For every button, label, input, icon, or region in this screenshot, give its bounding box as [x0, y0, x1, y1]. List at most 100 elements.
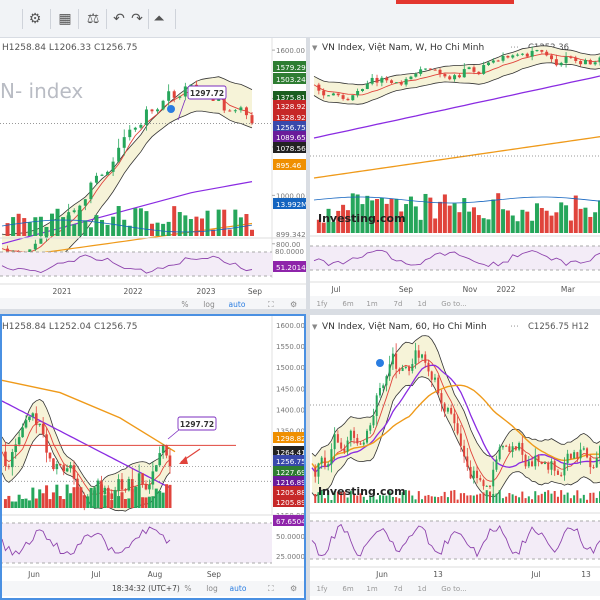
price-candle — [395, 353, 398, 369]
volume-bar — [165, 484, 169, 508]
price-candle — [598, 57, 600, 63]
price-candle — [178, 96, 182, 98]
volume-bar — [440, 496, 443, 503]
volume-bar — [498, 490, 501, 503]
price-badge-bg — [273, 91, 306, 102]
scale-control-log[interactable]: log — [203, 300, 215, 309]
price-candle — [366, 430, 369, 443]
more-options-icon[interactable]: ⋯ — [510, 322, 519, 332]
settings-gear-button[interactable]: ⚙ — [28, 11, 42, 27]
range-button-4[interactable]: 1d — [418, 585, 427, 593]
rsi-badge-bg — [273, 261, 306, 272]
chart-panel-bottom-left[interactable]: H1258.84 L1252.04 C1256.75 1600.00 1550.00… — [0, 315, 306, 600]
range-button-2[interactable]: 1m — [366, 300, 377, 308]
volume-bar — [340, 492, 343, 503]
scale-control-auto[interactable]: auto — [229, 300, 246, 309]
chart-panel-top-right[interactable]: ▼VN Index, Việt Nam, W, Ho Chi Minh⋯C125… — [310, 38, 600, 309]
volume-bar — [453, 490, 456, 503]
redo-button[interactable]: ↷ — [131, 11, 143, 27]
compare-scale-button[interactable]: ⚖ — [86, 11, 100, 27]
price-candle — [141, 473, 144, 485]
volume-bar — [459, 493, 462, 503]
price-candle — [360, 88, 364, 91]
range-button-2[interactable]: 1m — [366, 585, 377, 593]
rsi-band — [310, 521, 600, 559]
alert-button[interactable]: ⏶ — [153, 11, 165, 27]
chart-panel-bottom-right[interactable]: ▼ VN Index, Việt Nam, 60, Ho Chi Minh ⋯ C12… — [310, 315, 600, 600]
collapse-icon[interactable]: ▼ — [312, 323, 318, 331]
settings-icon[interactable]: ⚙ — [290, 584, 297, 593]
price-candle — [390, 80, 394, 83]
price-candle — [498, 447, 501, 460]
chart-canvas[interactable]: ▼ VN Index, Việt Nam, 60, Ho Chi Minh ⋯ C12… — [310, 315, 600, 600]
rsi-badge-bg — [273, 515, 306, 526]
price-candle — [375, 77, 379, 83]
volume-bar — [62, 499, 66, 508]
volume-bar — [471, 207, 476, 233]
price-candle — [586, 448, 589, 458]
range-button-5[interactable]: Go to... — [441, 300, 467, 308]
scale-control-%[interactable]: % — [181, 300, 188, 309]
range-button-5[interactable]: Go to... — [441, 585, 467, 593]
volume-bar — [537, 495, 540, 503]
price-candle — [391, 353, 394, 365]
range-button-0[interactable]: 1fy — [317, 585, 328, 593]
more-options-icon[interactable]: ⋯ — [510, 43, 519, 53]
price-candle — [52, 458, 55, 470]
settings-icon[interactable]: ⚙ — [290, 300, 297, 309]
fullscreen-icon[interactable]: ⛶ — [267, 584, 274, 593]
price-candle — [588, 59, 592, 65]
price-candle — [41, 423, 45, 435]
scale-control-auto[interactable]: auto — [230, 584, 247, 593]
volume-bar — [55, 484, 59, 508]
volume-bar — [103, 495, 107, 508]
price-candle — [401, 368, 404, 372]
price-candle — [428, 68, 432, 70]
price-candle — [550, 461, 553, 470]
volume-bar — [482, 492, 485, 503]
event-marker-icon[interactable] — [167, 105, 175, 113]
volume-bar — [549, 215, 554, 233]
time-axis-label: Jul — [90, 570, 100, 579]
range-button-4[interactable]: 1d — [418, 300, 427, 308]
volume-bar — [369, 496, 372, 503]
price-candle — [10, 452, 14, 468]
price-candle — [331, 93, 335, 96]
price-candle — [133, 127, 137, 130]
range-button-3[interactable]: 7d — [394, 300, 403, 308]
chart-canvas[interactable]: H1258.84 L1252.04 C1256.75 1600.00 1550.00… — [0, 315, 306, 600]
price-candle — [433, 377, 436, 380]
range-button-1[interactable]: 6m — [342, 300, 353, 308]
investing-logo: Investing.com — [318, 485, 406, 498]
volume-bar — [598, 200, 600, 233]
price-tick-label: 1600.00 — [276, 47, 305, 55]
price-candle — [419, 69, 423, 74]
range-button-1[interactable]: 6m — [342, 585, 353, 593]
range-button-3[interactable]: 7d — [394, 585, 403, 593]
volume-bar — [592, 492, 595, 503]
volume-bar — [317, 492, 320, 503]
volume-bar — [472, 495, 475, 503]
volume-bar — [589, 492, 592, 503]
volume-bar — [375, 499, 378, 503]
fullscreen-icon[interactable]: ⛶ — [267, 300, 274, 309]
panel-divider-horizontal[interactable] — [0, 309, 600, 315]
event-marker-icon[interactable] — [376, 359, 384, 367]
range-button-0[interactable]: 1fy — [317, 300, 328, 308]
bollinger-band-fill — [314, 45, 600, 105]
volume-bar — [447, 205, 452, 233]
indicators-button[interactable]: ▦ — [58, 11, 72, 27]
volume-bar — [527, 496, 530, 503]
panel-divider-vertical[interactable] — [306, 38, 310, 600]
chart-canvas[interactable]: ▼VN Index, Việt Nam, W, Ho Chi Minh⋯C125… — [310, 38, 600, 309]
volume-bar — [333, 491, 336, 503]
volume-bar — [388, 491, 391, 503]
collapse-icon[interactable]: ▼ — [312, 44, 318, 52]
scale-control-%[interactable]: % — [184, 584, 191, 593]
price-badge-bg — [273, 111, 306, 122]
scale-control-log[interactable]: log — [206, 584, 218, 593]
undo-button[interactable]: ↶ — [113, 11, 125, 27]
volume-bar — [534, 203, 539, 233]
